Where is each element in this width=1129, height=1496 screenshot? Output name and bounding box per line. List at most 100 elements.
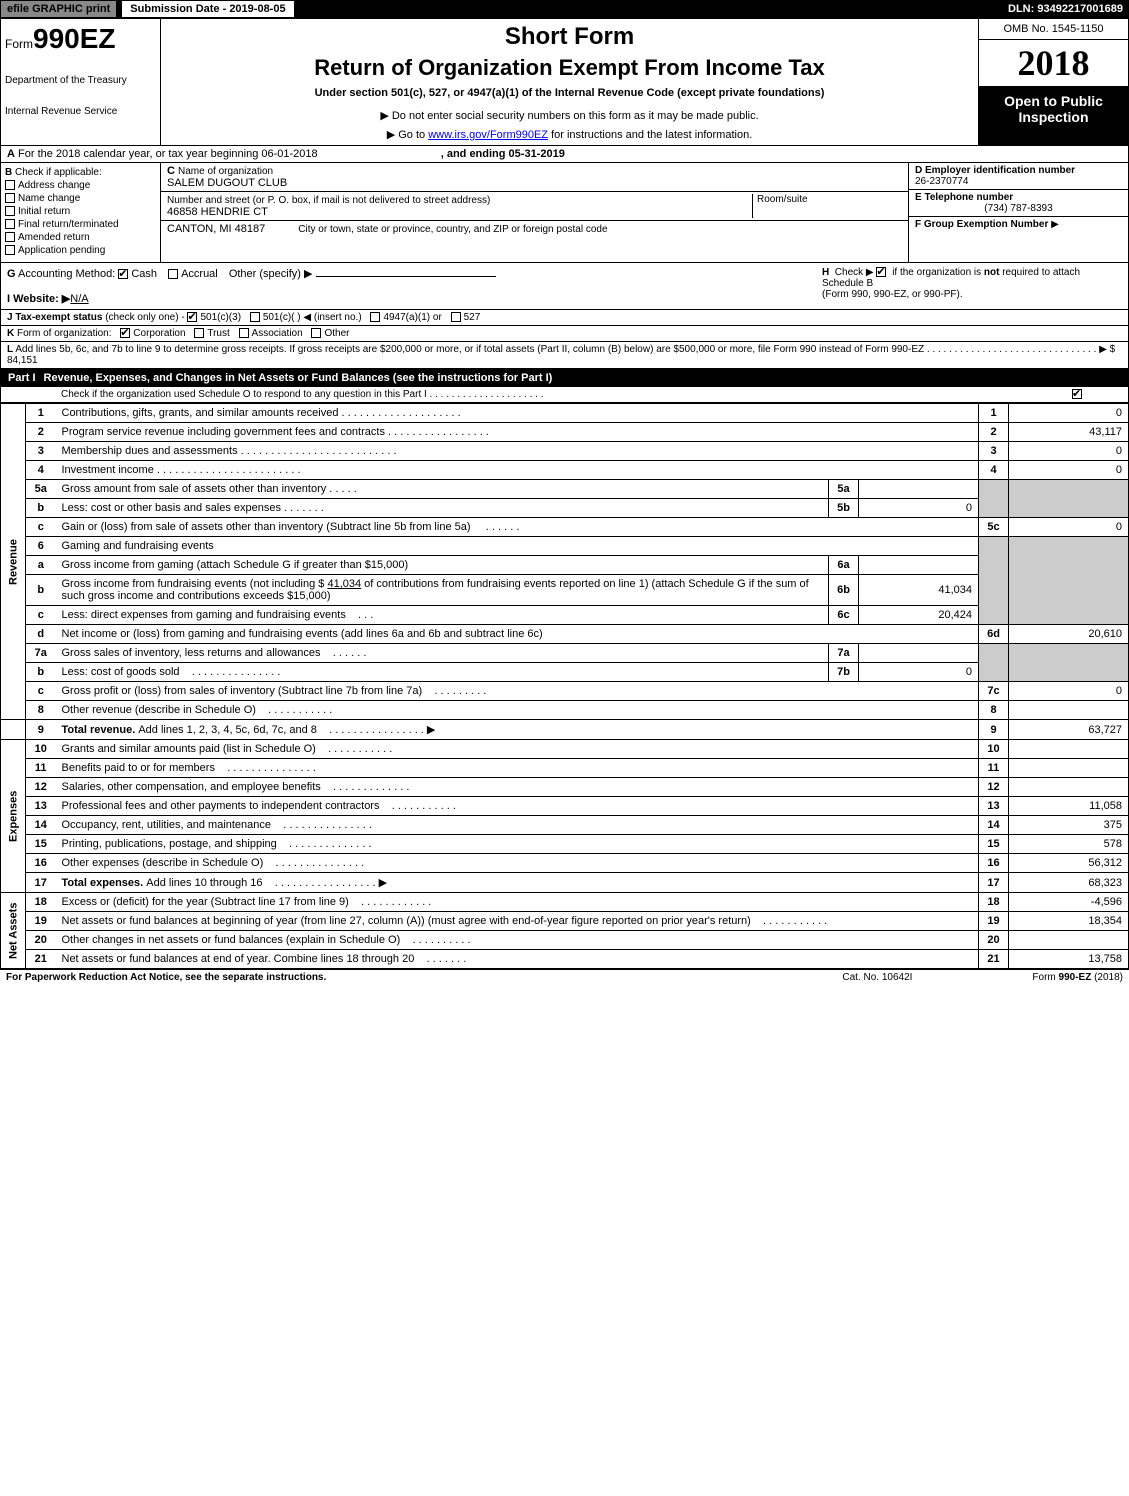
- cb-527[interactable]: [451, 312, 461, 322]
- box-no: 17: [979, 873, 1009, 893]
- top-bar: efile GRAPHIC print Submission Date - 20…: [0, 0, 1129, 18]
- line-desc: Net income or (loss) from gaming and fun…: [62, 628, 543, 640]
- other-label: Other (specify) ▶: [229, 268, 313, 280]
- cb-final-return[interactable]: Final return/terminated: [5, 219, 156, 230]
- cb-name-change[interactable]: Name change: [5, 193, 156, 204]
- form-number: 990EZ: [33, 23, 116, 54]
- line-desc-bold: Total expenses.: [62, 877, 147, 889]
- checkbox-icon[interactable]: [5, 180, 15, 190]
- cb-501c[interactable]: [250, 312, 260, 322]
- box-val: [1009, 740, 1129, 759]
- cb-label: Initial return: [18, 206, 70, 217]
- j-opt4: 527: [464, 312, 481, 323]
- org-name-label: Name of organization: [178, 166, 273, 177]
- box-val: [1009, 701, 1129, 720]
- line-desc: Contributions, gifts, grants, and simila…: [62, 407, 339, 419]
- cash-label: Cash: [131, 268, 157, 280]
- table-row: bGross income from fundraising events (n…: [1, 575, 1129, 606]
- shaded-cell: [1009, 480, 1129, 518]
- j-opt2: 501(c)( ): [263, 312, 301, 323]
- table-row: Net Assets 18Excess or (deficit) for the…: [1, 893, 1129, 912]
- checkbox-icon[interactable]: [5, 206, 15, 216]
- table-row: 4Investment income . . . . . . . . . . .…: [1, 461, 1129, 480]
- box-no: 12: [979, 778, 1009, 797]
- table-row: 14Occupancy, rent, utilities, and mainte…: [1, 816, 1129, 835]
- cb-trust[interactable]: [194, 328, 204, 338]
- checkbox-icon[interactable]: [5, 245, 15, 255]
- h-text2: if the organization is: [892, 267, 984, 278]
- table-row: 9Total revenue. Add lines 1, 2, 3, 4, 5c…: [1, 720, 1129, 740]
- cb-association[interactable]: [239, 328, 249, 338]
- checkbox-icon[interactable]: [5, 232, 15, 242]
- row-j: J Tax-exempt status (check only one) - 5…: [0, 310, 1129, 326]
- j-note: (check only one) -: [105, 312, 184, 323]
- accrual-label: Accrual: [181, 268, 218, 280]
- website-label: I Website: ▶: [7, 293, 70, 305]
- cb-corporation[interactable]: [120, 328, 130, 338]
- table-row: 16Other expenses (describe in Schedule O…: [1, 854, 1129, 873]
- table-row: 13Professional fees and other payments t…: [1, 797, 1129, 816]
- cb-label: Application pending: [18, 245, 105, 256]
- efile-print-button[interactable]: efile GRAPHIC print: [0, 0, 117, 18]
- box-val: 0: [1009, 461, 1129, 480]
- form-prefix: Form: [5, 37, 33, 51]
- cb-accrual[interactable]: [168, 269, 178, 279]
- box-val: [1009, 778, 1129, 797]
- cb-cash[interactable]: [118, 269, 128, 279]
- line-no: 2: [26, 423, 56, 442]
- shaded-cell: [979, 537, 1009, 625]
- line-no: 13: [26, 797, 56, 816]
- cb-initial-return[interactable]: Initial return: [5, 206, 156, 217]
- line-no: 5a: [26, 480, 56, 499]
- line-desc: Less: cost of goods sold: [62, 666, 180, 678]
- line-desc: Benefits paid to or for members: [62, 762, 215, 774]
- cb-4947[interactable]: [370, 312, 380, 322]
- line-no: b: [26, 575, 56, 606]
- box-val: 43,117: [1009, 423, 1129, 442]
- checkbox-icon[interactable]: [5, 219, 15, 229]
- part-1-note: (see the instructions for Part I): [393, 372, 553, 384]
- mid-val: 0: [859, 499, 979, 518]
- open-line2: Inspection: [983, 109, 1124, 125]
- cb-schedule-b[interactable]: [876, 267, 886, 277]
- cb-schedule-o[interactable]: [1072, 389, 1082, 399]
- table-row: 7aGross sales of inventory, less returns…: [1, 644, 1129, 663]
- cb-amended-return[interactable]: Amended return: [5, 232, 156, 243]
- org-name: SALEM DUGOUT CLUB: [167, 177, 287, 189]
- part-1-title: Revenue, Expenses, and Changes in Net As…: [44, 372, 390, 384]
- table-row: 3Membership dues and assessments . . . .…: [1, 442, 1129, 461]
- part-1-check-text: Check if the organization used Schedule …: [61, 389, 427, 400]
- box-no: 14: [979, 816, 1009, 835]
- line-no: 18: [26, 893, 56, 912]
- cb-address-change[interactable]: Address change: [5, 180, 156, 191]
- box-val: 0: [1009, 518, 1129, 537]
- cb-501c3[interactable]: [187, 312, 197, 322]
- box-no: 5c: [979, 518, 1009, 537]
- table-row: bLess: cost or other basis and sales exp…: [1, 499, 1129, 518]
- cb-application-pending[interactable]: Application pending: [5, 245, 156, 256]
- table-row: c Gross profit or (loss) from sales of in…: [1, 682, 1129, 701]
- checkbox-icon[interactable]: [5, 193, 15, 203]
- box-val: -4,596: [1009, 893, 1129, 912]
- footer-form-ref: Form 990-EZ (2018): [1032, 972, 1123, 983]
- cb-other[interactable]: [311, 328, 321, 338]
- arrow-icon: ▶: [1099, 344, 1107, 355]
- line-desc: Program service revenue including govern…: [62, 426, 385, 438]
- ein-value: 26-2370774: [915, 176, 968, 187]
- cb-label: Address change: [18, 180, 90, 191]
- j-opt1: 501(c)(3): [200, 312, 241, 323]
- addr-label: Number and street (or P. O. box, if mail…: [167, 195, 490, 206]
- box-no: 15: [979, 835, 1009, 854]
- line-no: d: [26, 625, 56, 644]
- col-b-title: Check if applicable:: [15, 167, 102, 178]
- instructions-link[interactable]: www.irs.gov/Form990EZ: [428, 129, 548, 141]
- line-desc: Gross amount from sale of assets other t…: [62, 483, 327, 495]
- line-desc: Gross profit or (loss) from sales of inv…: [62, 685, 423, 697]
- line-no: 20: [26, 931, 56, 950]
- table-row: 17Total expenses. Add lines 10 through 1…: [1, 873, 1129, 893]
- col-b-label: B: [5, 167, 12, 178]
- mid-no: 5a: [829, 480, 859, 499]
- line-a-ending: , and ending 05-31-2019: [441, 148, 565, 160]
- line-no: c: [26, 682, 56, 701]
- mid-no: 6c: [829, 606, 859, 625]
